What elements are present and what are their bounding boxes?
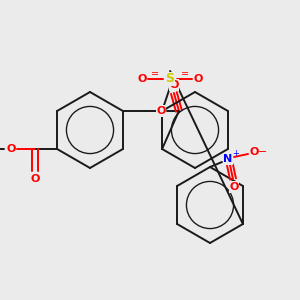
Text: N: N <box>224 154 232 164</box>
Text: O: O <box>194 74 203 84</box>
Text: O: O <box>6 144 16 154</box>
Text: O: O <box>156 106 166 116</box>
Text: O: O <box>30 174 40 184</box>
Text: =: = <box>181 69 189 79</box>
Text: O: O <box>249 147 259 157</box>
Text: =: = <box>151 69 159 79</box>
Text: O: O <box>229 182 239 192</box>
Text: −: − <box>258 147 268 157</box>
Text: O: O <box>137 74 147 84</box>
Text: S: S <box>166 73 175 85</box>
Text: +: + <box>232 148 239 158</box>
Text: O: O <box>169 80 178 90</box>
